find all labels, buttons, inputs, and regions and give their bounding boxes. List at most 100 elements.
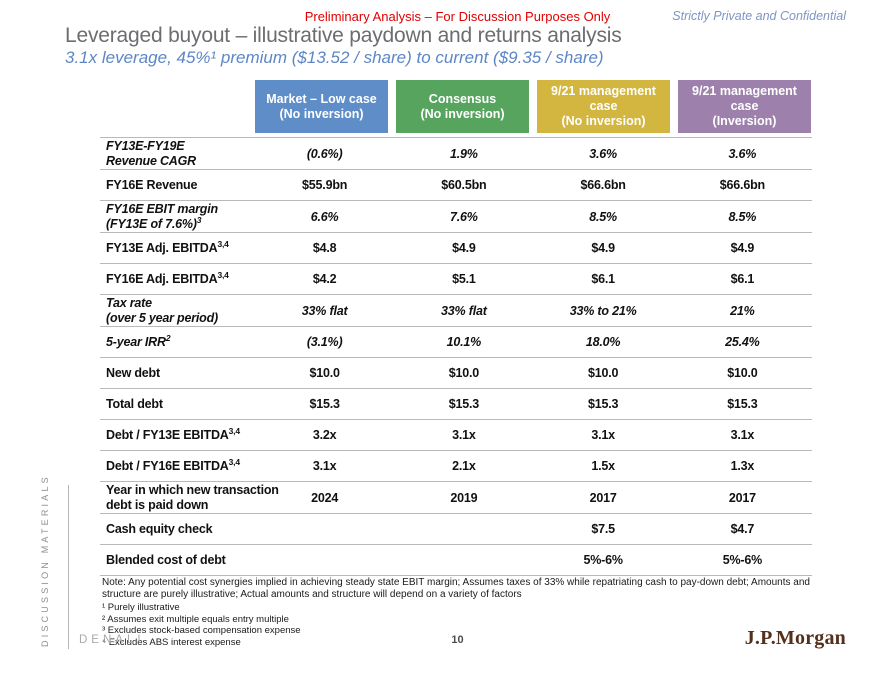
cell-value: 33% flat [441, 303, 487, 318]
table-row: Total debt $15.3 $15.3 $15.3 $15.3 [100, 388, 812, 419]
cell-value: 3.2x [312, 428, 337, 442]
row-label: FY16E Adj. EBITDA3,4 [106, 269, 229, 286]
row-label: Year in which new transaction debt is pai… [106, 483, 279, 512]
row-label: Cash equity check [106, 521, 213, 536]
cell-value: 3.1x [730, 428, 755, 442]
table-row: FY16E EBIT margin (FY13E of 7.6%)3 6.6% 7.6… [100, 200, 812, 232]
cell-value: (0.6%) [306, 146, 343, 161]
confidentiality-label: Strictly Private and Confidential [672, 9, 846, 23]
cell-value: 8.5% [728, 209, 757, 224]
cell-value: 5%-6% [722, 553, 763, 567]
note-text: Note: Any potential cost synergies impli… [102, 577, 810, 600]
cell-value: 33% to 21% [569, 303, 637, 318]
cell-value: $15.3 [727, 397, 758, 411]
cell-value: 2019 [450, 490, 478, 505]
cell-value: $10.0 [448, 366, 480, 380]
cell-value: 1.5x [591, 459, 615, 473]
cell-value: 7.6% [450, 209, 478, 224]
row-label: FY16E EBIT margin (FY13E of 7.6%)3 [106, 202, 218, 231]
cell-value: $6.1 [730, 272, 755, 286]
table-row: Blended cost of debt 5%-6% 5%-6% [100, 544, 812, 575]
case-header-3: 9/21 management case (No inversion) [537, 80, 670, 133]
notes-block: Note: Any potential cost synergies impli… [102, 577, 816, 648]
sidebar-vertical-label: DISCUSSION MATERIALS [40, 474, 50, 647]
jpmorgan-logo: J.P.Morgan [744, 627, 846, 649]
page-number: 10 [451, 634, 464, 646]
table-row: 5-year IRR2 (3.1%) 10.1% 18.0% 25.4% [100, 326, 812, 357]
cell-value: 6.6% [310, 209, 339, 224]
cell-value: $4.9 [591, 241, 615, 255]
cell-value: 1.3x [730, 459, 755, 473]
cell-value: 3.1x [591, 428, 615, 442]
cell-value: 2.1x [452, 459, 476, 473]
table-row: FY13E Adj. EBITDA3,4 $4.8 $4.9 $4.9 $4.9 [100, 232, 812, 263]
cell-value: 21% [730, 303, 755, 318]
cell-value: $10.0 [727, 366, 758, 380]
cell-value: 3.1x [452, 428, 476, 442]
table-row: Cash equity check $7.5 $4.7 [100, 513, 812, 544]
row-label: Total debt [106, 396, 163, 411]
cell-value: $4.2 [312, 272, 337, 286]
case-header-row: Market – Low case (No inversion) Consensus… [255, 80, 811, 133]
cell-value: $10.0 [309, 366, 340, 380]
cell-value: (3.1%) [306, 335, 343, 349]
cell-value: 5%-6% [583, 553, 623, 567]
case-header-1: Market – Low case (No inversion) [255, 80, 388, 133]
cell-value: $66.6bn [719, 178, 765, 192]
row-label: Tax rate (over 5 year period) [106, 296, 219, 325]
cell-value: $60.5bn [441, 178, 487, 192]
cell-value: $15.3 [587, 397, 619, 411]
client-name: DENALI [79, 634, 145, 646]
case-header-2: Consensus (No inversion) [396, 80, 529, 133]
table-row: FY13E-FY19E Revenue CAGR (0.6%) 1.9% 3.6% 3.6… [100, 137, 812, 169]
footnote: ¹ Purely illustrative [102, 602, 180, 613]
cell-value: $15.3 [448, 397, 480, 411]
classification-banner: Preliminary Analysis – For Discussion Pu… [304, 9, 611, 24]
cell-value: 2024 [311, 490, 339, 505]
cell-value: 1.9% [450, 146, 478, 161]
cell-value: $4.8 [312, 241, 337, 255]
cell-value: 33% flat [301, 303, 348, 318]
table-row: Debt / FY13E EBITDA3,4 3.2x 3.1x 3.1x 3.1x [100, 419, 812, 450]
cell-value: $4.7 [730, 522, 755, 536]
cell-value: $15.3 [309, 397, 340, 411]
table-row: FY16E Adj. EBITDA3,4 $4.2 $5.1 $6.1 $6.1 [100, 263, 812, 294]
cell-value: 3.1x [312, 459, 337, 473]
page-title: Leveraged buyout – illustrative paydown … [65, 24, 622, 47]
cell-value: $5.1 [452, 272, 476, 286]
cell-value: 3.6% [728, 146, 757, 161]
page-subtitle: 3.1x leverage, 45%¹ premium ($13.52 / sh… [65, 48, 604, 67]
metrics-table: FY13E-FY19E Revenue CAGR (0.6%) 1.9% 3.6% 3.6… [100, 137, 812, 576]
cell-value: 2017 [589, 490, 617, 505]
footnote: ² Assumes exit multiple equals entry mul… [102, 613, 289, 625]
table-row: New debt $10.0 $10.0 $10.0 $10.0 [100, 357, 812, 388]
footnotes: ¹ Purely illustrative ² Assumes exit mult… [102, 602, 816, 648]
cell-value: $66.6bn [580, 178, 626, 192]
cell-value: $55.9bn [302, 178, 348, 192]
row-label: New debt [106, 365, 160, 380]
row-label: FY13E Adj. EBITDA3,4 [106, 238, 229, 255]
cell-value: 18.0% [585, 335, 621, 349]
table-row: FY16E Revenue $55.9bn $60.5bn $66.6bn $66.6b… [100, 169, 812, 200]
cell-value: $7.5 [591, 522, 615, 536]
row-label: Debt / FY13E EBITDA3,4 [106, 425, 240, 442]
cell-value: 2017 [728, 490, 756, 505]
row-label: FY13E-FY19E Revenue CAGR [106, 139, 196, 168]
row-label: FY16E Revenue [106, 177, 198, 192]
case-header-4: 9/21 management case (Inversion) [678, 80, 811, 133]
table-row: Year in which new transaction debt is pai… [100, 481, 812, 513]
footnote: ³ Excludes stock-based compensation expe… [102, 625, 301, 636]
cell-value: 25.4% [725, 335, 760, 349]
cell-value: $4.9 [452, 241, 476, 255]
cell-value: 8.5% [589, 209, 617, 224]
cell-value: 3.6% [589, 146, 617, 161]
cell-value: $10.0 [587, 366, 619, 380]
sidebar-divider-line [68, 485, 69, 649]
row-label: Blended cost of debt [106, 552, 226, 567]
row-label: Debt / FY16E EBITDA3,4 [106, 456, 240, 473]
table-row: Debt / FY16E EBITDA3,4 3.1x 2.1x 1.5x 1.3x [100, 450, 812, 481]
cell-value: 10.1% [446, 335, 482, 349]
table-row: Tax rate (over 5 year period) 33% flat 33% … [100, 294, 812, 326]
cell-value: $4.9 [730, 241, 755, 255]
